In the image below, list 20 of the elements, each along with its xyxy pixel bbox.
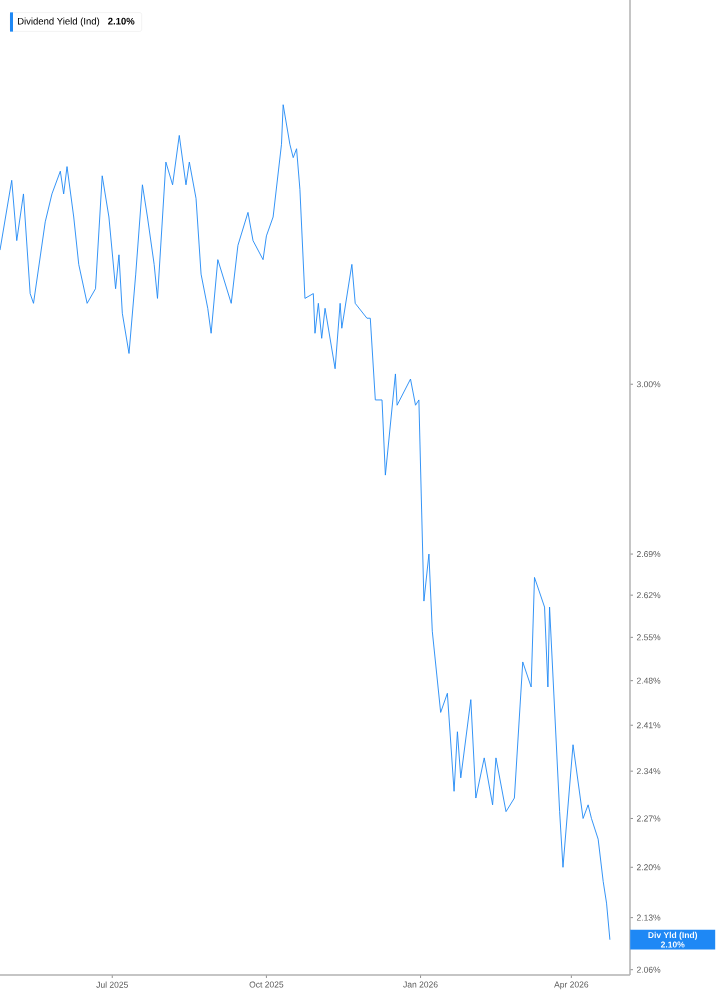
y-tick-label: 2.27% [636, 815, 661, 822]
text: 2.10% [660, 941, 685, 948]
x-tick-label: Jan 2026 [403, 981, 438, 988]
y-tick-label: 2.62% [636, 592, 661, 599]
annotation: 2.10% [108, 17, 135, 25]
y-tick-label: 2.55% [636, 634, 661, 641]
text: Div Yld (Ind) [648, 931, 698, 940]
y-tick-label: 3.00% [636, 381, 661, 388]
line-series [0, 104, 611, 941]
y-tick-label: 2.06% [636, 966, 661, 973]
legend-label: Dividend Yield (Ind) [17, 17, 100, 27]
x-tick-label: Apr 2026 [554, 981, 589, 990]
y-tick-label: 2.34% [636, 768, 661, 775]
x-tick-label: Jul 2025 [96, 981, 128, 988]
y-tick-label: 2.41% [636, 722, 661, 729]
y-tick-label: 2.48% [636, 677, 661, 684]
y-tick-label: 2.20% [636, 864, 661, 871]
y-tick-label: 2.69% [636, 551, 661, 558]
x-tick-label: Oct 2025 [249, 981, 284, 988]
y-tick-label: 2.13% [636, 914, 661, 921]
